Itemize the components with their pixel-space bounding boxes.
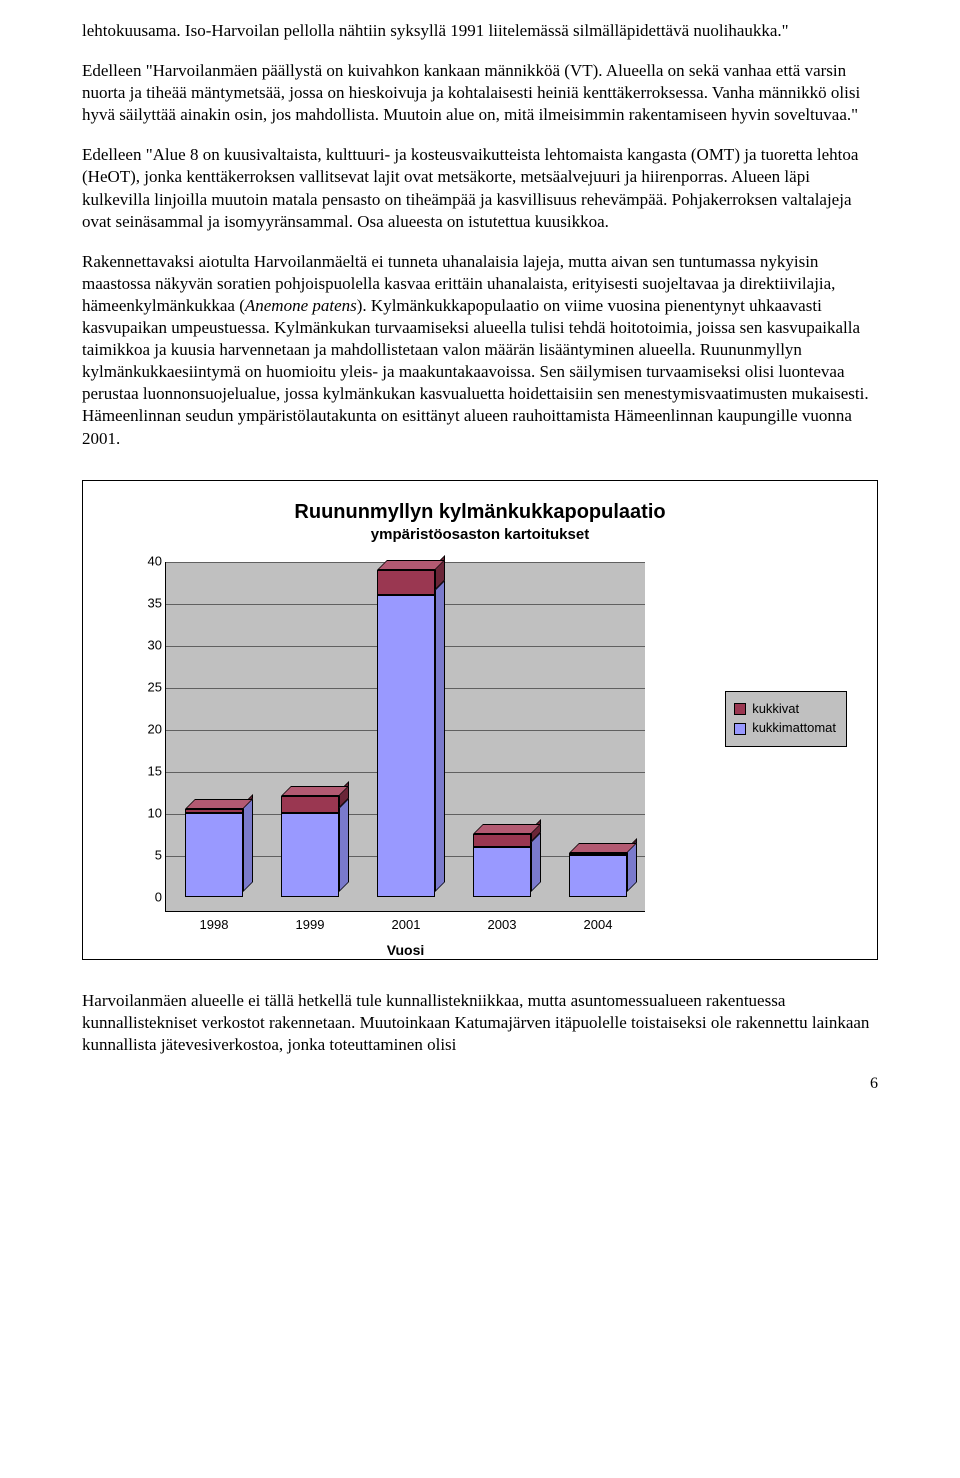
xtick-label: 1999 [281, 917, 339, 934]
bar-segment-kukkivat [377, 570, 435, 595]
chart-container: Ruununmyllyn kylmänkukkapopulaatio ympär… [82, 480, 878, 960]
ytick-label: 10 [140, 806, 162, 823]
ytick-label: 0 [140, 890, 162, 907]
bar-segment-kukkimattomat [185, 813, 243, 897]
species-name: Anemone patens [245, 296, 357, 315]
chart-subtitle: ympäristöosaston kartoitukset [113, 525, 847, 545]
paragraph-2: Edelleen "Harvoilanmäen päällystä on kui… [82, 60, 878, 126]
bar-segment-kukkivat [473, 834, 531, 847]
legend-swatch [734, 703, 746, 715]
chart-title: Ruununmyllyn kylmänkukkapopulaatio [113, 501, 847, 523]
page-number: 6 [82, 1074, 878, 1095]
xtick-label: 2001 [377, 917, 435, 934]
ytick-label: 35 [140, 596, 162, 613]
paragraph-1: lehtokuusama. Iso-Harvoilan pellolla näh… [82, 20, 878, 42]
bar-segment-kukkimattomat [569, 855, 627, 897]
xtick-label: 1998 [185, 917, 243, 934]
ytick-label: 25 [140, 680, 162, 697]
bar-segment-kukkimattomat [281, 813, 339, 897]
ytick-label: 20 [140, 722, 162, 739]
paragraph-4b: ). Kylmänkukkapopulaatio on viime vuosin… [82, 296, 869, 448]
xtick-label: 2004 [569, 917, 627, 934]
bar-segment-kukkivat [569, 853, 627, 856]
chart-legend: kukkivat kukkimattomat [725, 691, 847, 748]
bar-segment-kukkivat [185, 809, 243, 813]
ytick-label: 15 [140, 764, 162, 781]
legend-swatch [734, 723, 746, 735]
legend-item: kukkivat [734, 701, 836, 718]
xaxis-title: Vuosi [166, 941, 645, 959]
ytick-label: 30 [140, 638, 162, 655]
xtick-label: 2003 [473, 917, 531, 934]
paragraph-3: Edelleen "Alue 8 on kuusivaltaista, kult… [82, 144, 878, 232]
legend-label: kukkivat [752, 701, 799, 718]
paragraph-4: Rakennettavaksi aiotulta Harvoilanmäeltä… [82, 251, 878, 450]
legend-item: kukkimattomat [734, 720, 836, 737]
chart-plot: Vuosi 0510152025303540199819992001200320… [165, 562, 645, 912]
bar-segment-kukkivat [281, 796, 339, 813]
paragraph-5: Harvoilanmäen alueelle ei tällä hetkellä… [82, 990, 878, 1056]
ytick-label: 40 [140, 554, 162, 571]
bar-segment-kukkimattomat [377, 595, 435, 897]
bar-segment-kukkimattomat [473, 847, 531, 897]
ytick-label: 5 [140, 848, 162, 865]
legend-label: kukkimattomat [752, 720, 836, 737]
